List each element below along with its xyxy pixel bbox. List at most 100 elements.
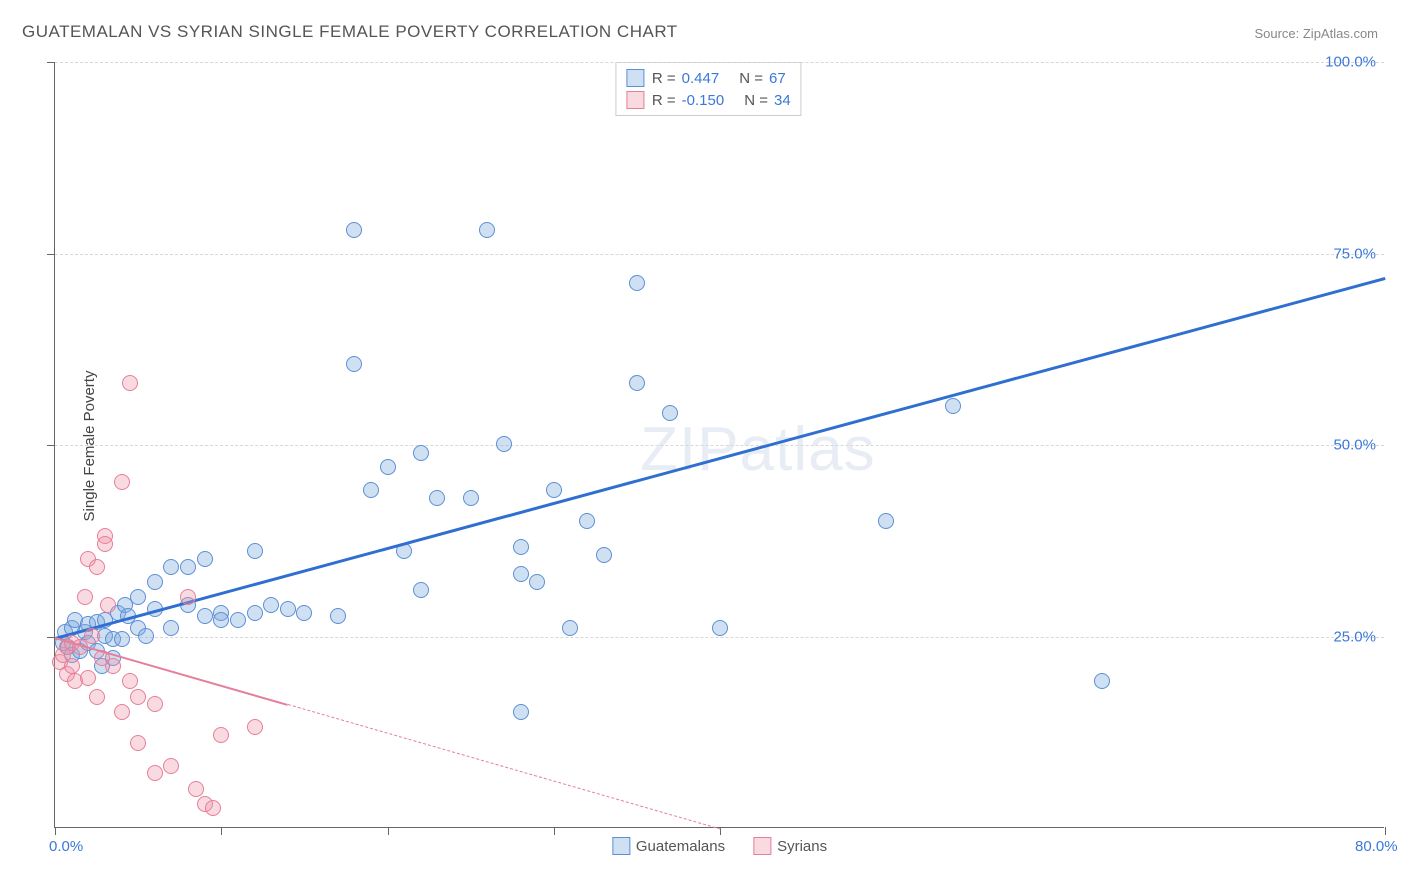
scatter-point	[122, 375, 138, 391]
n-value: 67	[769, 70, 786, 87]
scatter-point	[147, 696, 163, 712]
scatter-point	[413, 582, 429, 598]
scatter-point	[114, 474, 130, 490]
scatter-point	[138, 628, 154, 644]
scatter-point	[205, 800, 221, 816]
source-label: Source: ZipAtlas.com	[1254, 26, 1378, 41]
x-tick-label: 80.0%	[1355, 838, 1398, 855]
scatter-point	[429, 490, 445, 506]
scatter-point	[513, 539, 529, 555]
scatter-point	[197, 551, 213, 567]
scatter-point	[280, 601, 296, 617]
x-tick-mark	[1385, 827, 1386, 835]
series-legend-item: Guatemalans	[612, 837, 725, 855]
x-tick-mark	[388, 827, 389, 835]
scatter-point	[114, 704, 130, 720]
scatter-point	[513, 704, 529, 720]
scatter-point	[247, 543, 263, 559]
legend-swatch-icon	[612, 837, 630, 855]
n-label: N =	[739, 70, 763, 87]
scatter-point	[346, 222, 362, 238]
scatter-point	[513, 566, 529, 582]
scatter-point	[100, 597, 116, 613]
series-legend: Guatemalans Syrians	[612, 837, 827, 855]
y-tick-mark	[47, 445, 55, 446]
legend-swatch-icon	[626, 69, 644, 87]
scatter-point	[163, 758, 179, 774]
chart-title: GUATEMALAN VS SYRIAN SINGLE FEMALE POVER…	[22, 22, 678, 42]
scatter-point	[878, 513, 894, 529]
scatter-point	[188, 781, 204, 797]
scatter-point	[546, 482, 562, 498]
x-tick-mark	[55, 827, 56, 835]
series-label: Guatemalans	[636, 838, 725, 855]
y-tick-label: 25.0%	[1333, 628, 1376, 645]
scatter-point	[105, 658, 121, 674]
scatter-point	[263, 597, 279, 613]
r-value: -0.150	[682, 92, 725, 109]
scatter-point	[122, 673, 138, 689]
scatter-point	[89, 689, 105, 705]
scatter-point	[712, 620, 728, 636]
x-tick-mark	[554, 827, 555, 835]
scatter-point	[213, 612, 229, 628]
plot-area: ZIPatlas R =0.447N =67R =-0.150N =34 Gua…	[54, 62, 1384, 828]
correlation-legend-row: R = 0.447 N = 67	[626, 67, 791, 89]
scatter-point	[130, 589, 146, 605]
gridline-horizontal	[55, 254, 1384, 255]
trend-line	[55, 277, 1386, 639]
y-tick-label: 75.0%	[1333, 245, 1376, 262]
y-tick-mark	[47, 62, 55, 63]
scatter-point	[97, 536, 113, 552]
y-tick-label: 100.0%	[1325, 54, 1376, 71]
scatter-point	[130, 735, 146, 751]
scatter-point	[197, 608, 213, 624]
r-value: 0.447	[682, 70, 720, 87]
scatter-point	[84, 628, 100, 644]
n-label: N =	[744, 92, 768, 109]
r-label: R =	[652, 70, 676, 87]
scatter-point	[629, 275, 645, 291]
gridline-horizontal	[55, 62, 1384, 63]
scatter-point	[247, 605, 263, 621]
x-tick-label: 0.0%	[49, 838, 83, 855]
scatter-point	[579, 513, 595, 529]
trend-line	[288, 704, 721, 829]
scatter-point	[247, 719, 263, 735]
scatter-point	[89, 559, 105, 575]
chart-container: GUATEMALAN VS SYRIAN SINGLE FEMALE POVER…	[0, 0, 1406, 892]
scatter-point	[479, 222, 495, 238]
scatter-point	[130, 689, 146, 705]
scatter-point	[213, 727, 229, 743]
series-label: Syrians	[777, 838, 827, 855]
scatter-point	[230, 612, 246, 628]
series-legend-item: Syrians	[753, 837, 827, 855]
scatter-point	[380, 459, 396, 475]
legend-swatch-icon	[626, 91, 644, 109]
n-value: 34	[774, 92, 791, 109]
legend-swatch-icon	[753, 837, 771, 855]
scatter-point	[330, 608, 346, 624]
scatter-point	[363, 482, 379, 498]
scatter-point	[77, 589, 93, 605]
scatter-point	[1094, 673, 1110, 689]
correlation-legend-row: R =-0.150N =34	[626, 89, 791, 111]
scatter-point	[346, 356, 362, 372]
correlation-legend: R = 0.447 N = 67R = -0.150 N = 34	[615, 62, 802, 116]
scatter-point	[463, 490, 479, 506]
gridline-horizontal	[55, 445, 1384, 446]
y-tick-label: 50.0%	[1333, 437, 1376, 454]
scatter-point	[296, 605, 312, 621]
scatter-point	[64, 658, 80, 674]
gridline-horizontal	[55, 637, 1384, 638]
scatter-point	[147, 765, 163, 781]
scatter-point	[629, 375, 645, 391]
scatter-point	[180, 589, 196, 605]
y-tick-mark	[47, 254, 55, 255]
x-tick-mark	[221, 827, 222, 835]
scatter-point	[596, 547, 612, 563]
scatter-point	[662, 405, 678, 421]
scatter-point	[80, 670, 96, 686]
scatter-point	[180, 559, 196, 575]
scatter-point	[496, 436, 512, 452]
